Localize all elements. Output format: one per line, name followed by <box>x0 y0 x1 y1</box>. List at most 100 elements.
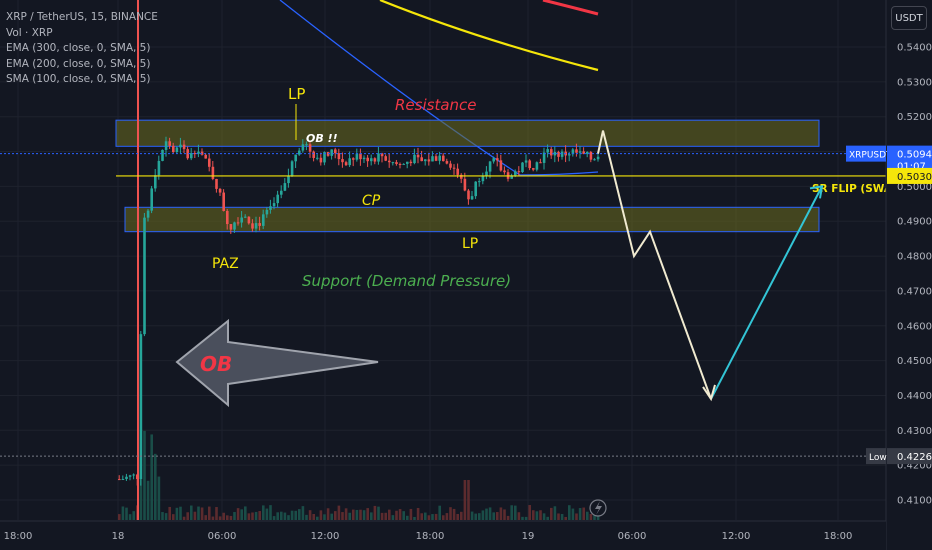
candle-body <box>492 158 495 162</box>
volume-bar <box>287 515 290 520</box>
projection-path <box>589 130 824 517</box>
candle-body <box>575 149 578 153</box>
volume-bar <box>481 510 485 520</box>
candle-body <box>359 153 362 160</box>
low-tag[interactable] <box>866 448 886 465</box>
price-tick-label: 0.4700 <box>897 286 932 297</box>
volume-bar <box>226 515 229 520</box>
symbol-title[interactable]: XRP / TetherUS, 15, BINANCE <box>6 11 158 23</box>
volume-bar <box>499 507 503 520</box>
candle-body <box>236 222 240 224</box>
candle-body <box>265 209 269 215</box>
volume-bar <box>208 506 211 520</box>
candle-body <box>150 188 153 211</box>
candle-body <box>445 161 449 164</box>
volume-bar <box>301 506 305 520</box>
candle-body <box>341 159 344 163</box>
candle-body <box>373 158 377 162</box>
candle-body <box>488 161 492 172</box>
last-price-value: 0.5094 <box>897 150 932 161</box>
volume-bar <box>474 513 477 520</box>
candle-body <box>553 151 557 156</box>
candle-body <box>406 161 409 164</box>
candle-body <box>229 224 233 230</box>
candle-body <box>499 160 503 171</box>
volume-legend[interactable]: Vol · XRP <box>6 26 53 39</box>
volume-bar <box>542 513 546 520</box>
volume-bar <box>568 505 571 520</box>
price-tick-label: 0.4800 <box>897 252 932 263</box>
candle-body <box>182 144 186 150</box>
candle-body <box>478 181 481 183</box>
ob-arrow <box>175 318 379 408</box>
volume-bar <box>175 507 179 520</box>
volume-bar <box>380 512 384 520</box>
volume-bar <box>427 515 431 520</box>
volume-bar <box>366 508 369 520</box>
time-tick-label: 18:00 <box>824 531 853 542</box>
volume-bar <box>280 511 283 520</box>
lp-top-label: LP <box>288 85 305 103</box>
volume-bar <box>229 515 233 520</box>
volume-bar <box>182 516 186 520</box>
time-tick-label: 18 <box>112 531 125 542</box>
candle-body <box>586 151 589 154</box>
sma100-legend[interactable]: SMA (100, close, 0, SMA, 5) <box>6 73 151 85</box>
low-price-value: 0.4226 <box>897 452 932 463</box>
cp-label: CP <box>362 193 381 209</box>
line-level-tag[interactable] <box>887 167 932 184</box>
candle-body <box>258 223 261 226</box>
volume-bar <box>442 515 445 520</box>
volume-bar <box>323 514 326 520</box>
candle-body <box>146 210 150 218</box>
candle-body <box>319 157 323 163</box>
candle-body <box>456 168 459 175</box>
countdown-value: 01:07 <box>897 162 926 173</box>
candle-body <box>280 190 283 195</box>
candle-body <box>312 151 315 158</box>
candle-body <box>139 334 143 479</box>
candle-body <box>434 156 438 161</box>
lp-bottom-label: LP <box>462 236 478 252</box>
currency-button[interactable]: USDT <box>891 6 927 30</box>
symbol-tag[interactable] <box>846 145 886 162</box>
volume-bar <box>550 507 553 520</box>
candle-body <box>560 151 564 157</box>
candle-body <box>125 476 128 479</box>
candle-body <box>463 178 467 191</box>
candle-body <box>276 194 279 204</box>
volume-bar <box>348 512 351 520</box>
volume-bar <box>247 513 251 520</box>
volume-bar <box>593 514 596 520</box>
volume-bar <box>240 509 243 520</box>
volume-bar <box>172 514 175 520</box>
volume-bar <box>312 513 315 520</box>
candle-body <box>186 149 189 159</box>
candle-body <box>334 149 337 154</box>
volume-bar <box>532 510 535 520</box>
candle-body <box>283 183 287 191</box>
volume-bar <box>524 516 528 520</box>
candle-body <box>161 149 164 161</box>
volume-bar <box>150 434 153 520</box>
volume-bar <box>416 507 420 520</box>
ema300-line <box>542 0 599 16</box>
candle-body <box>535 162 539 170</box>
volume-bar <box>470 511 474 520</box>
ema300-legend[interactable]: EMA (300, close, 0, SMA, 5) <box>6 42 151 54</box>
volume-bar <box>496 512 499 520</box>
candle-body <box>416 154 420 158</box>
candle-body <box>431 156 434 162</box>
candle-body <box>503 170 506 173</box>
candle-body <box>589 151 593 160</box>
low-price-tag[interactable] <box>887 448 932 465</box>
time-tick-label: 06:00 <box>618 531 647 542</box>
ema200-legend[interactable]: EMA (200, close, 0, SMA, 5) <box>6 57 151 70</box>
candle-body <box>542 152 546 163</box>
candle-body <box>330 149 333 156</box>
volume-bar <box>402 511 405 520</box>
lightning-glyph <box>595 501 602 515</box>
candle-body <box>546 149 549 153</box>
volume-bar <box>125 507 128 520</box>
